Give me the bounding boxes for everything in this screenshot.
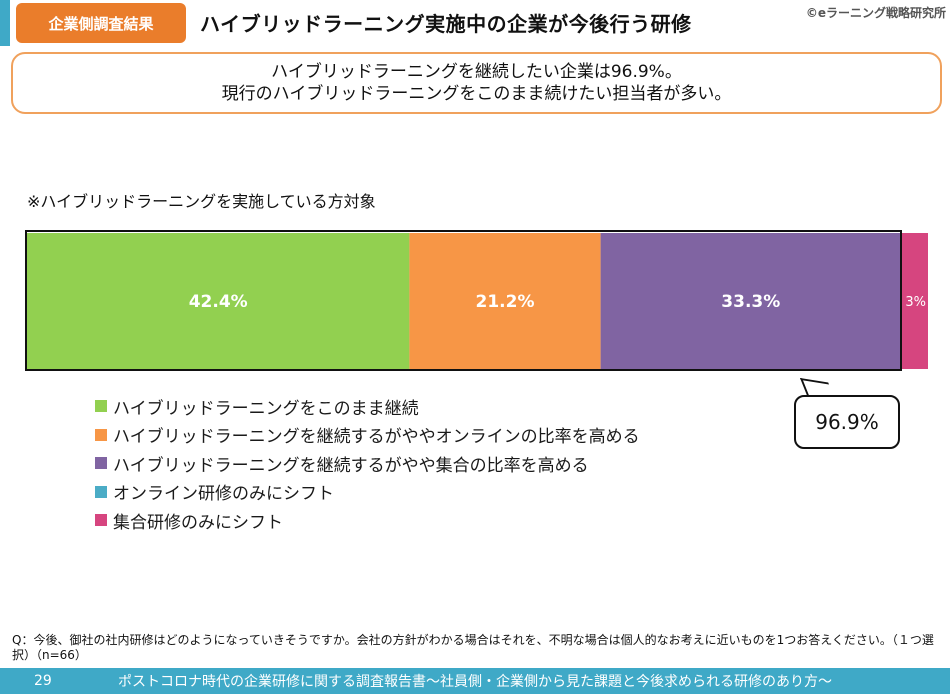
header-accent-bar	[0, 0, 10, 46]
legend-item-1: ハイブリッドラーニングをこのまま継続	[95, 392, 640, 421]
legend-label-4: オンライン研修のみにシフト	[113, 484, 334, 505]
legend-label-1: ハイブリッドラーニングをこのまま継続	[113, 398, 419, 419]
legend-swatch-4	[95, 485, 107, 498]
bar-segment-5	[900, 233, 928, 369]
summary-line-2: 現行のハイブリッドラーニングをこのまま続けたい担当者が多い。	[221, 84, 732, 104]
footer-bar: 29 ポストコロナ時代の企業研修に関する調査報告書～社員側・企業側から見た課題と…	[0, 668, 950, 694]
target-note: ※ハイブリッドラーニングを実施している方対象	[27, 192, 376, 211]
legend-swatch-5	[95, 514, 107, 527]
continue-total-callout: 96.9%	[794, 395, 900, 449]
legend-item-4: オンライン研修のみにシフト	[95, 478, 640, 507]
bar-label-1: 42.4%	[189, 292, 248, 312]
bar-segment-2	[409, 233, 601, 369]
legend-swatch-1	[95, 400, 107, 413]
survey-question: Q：今後、御社の社内研修はどのようになっていきそうですか。会社の方針がわかる場合…	[12, 633, 934, 662]
chart-legend: ハイブリッドラーニングをこのまま継続ハイブリッドラーニングを継続するがややオンラ…	[95, 392, 640, 535]
bar-label-2: 21.2%	[476, 292, 535, 312]
summary-line-1: ハイブリッドラーニングを継続したい企業は96.9%。	[271, 62, 682, 82]
report-title: ポストコロナ時代の企業研修に関する調査報告書～社員側・企業側から見た課題と今後求…	[118, 674, 832, 690]
legend-swatch-3	[95, 457, 107, 470]
legend-label-3: ハイブリッドラーニングを継続するがやや集合の比率を高める	[113, 455, 589, 476]
legend-label-2: ハイブリッドラーニングを継続するがややオンラインの比率を高める	[113, 427, 640, 448]
section-badge: 企業側調査結果	[16, 3, 186, 43]
page-number: 29	[34, 673, 52, 689]
legend-swatch-2	[95, 428, 107, 441]
copyright-notice: ©eラーニング戦略研究所	[805, 6, 946, 20]
page-title: ハイブリッドラーニング実施中の企業が今後行う研修	[200, 12, 692, 36]
bar-label-3: 33.3%	[721, 292, 780, 312]
bar-segment-1	[27, 233, 410, 369]
bar-segment-3	[600, 233, 901, 369]
legend-item-5: 集合研修のみにシフト	[95, 506, 640, 535]
bar-label-5: 3%	[905, 295, 926, 310]
summary-box: ハイブリッドラーニングを継続したい企業は96.9%。 現行のハイブリッドラーニン…	[11, 52, 942, 114]
legend-item-2: ハイブリッドラーニングを継続するがややオンラインの比率を高める	[95, 421, 640, 450]
legend-label-5: 集合研修のみにシフト	[113, 512, 283, 533]
legend-item-3: ハイブリッドラーニングを継続するがやや集合の比率を高める	[95, 449, 640, 478]
